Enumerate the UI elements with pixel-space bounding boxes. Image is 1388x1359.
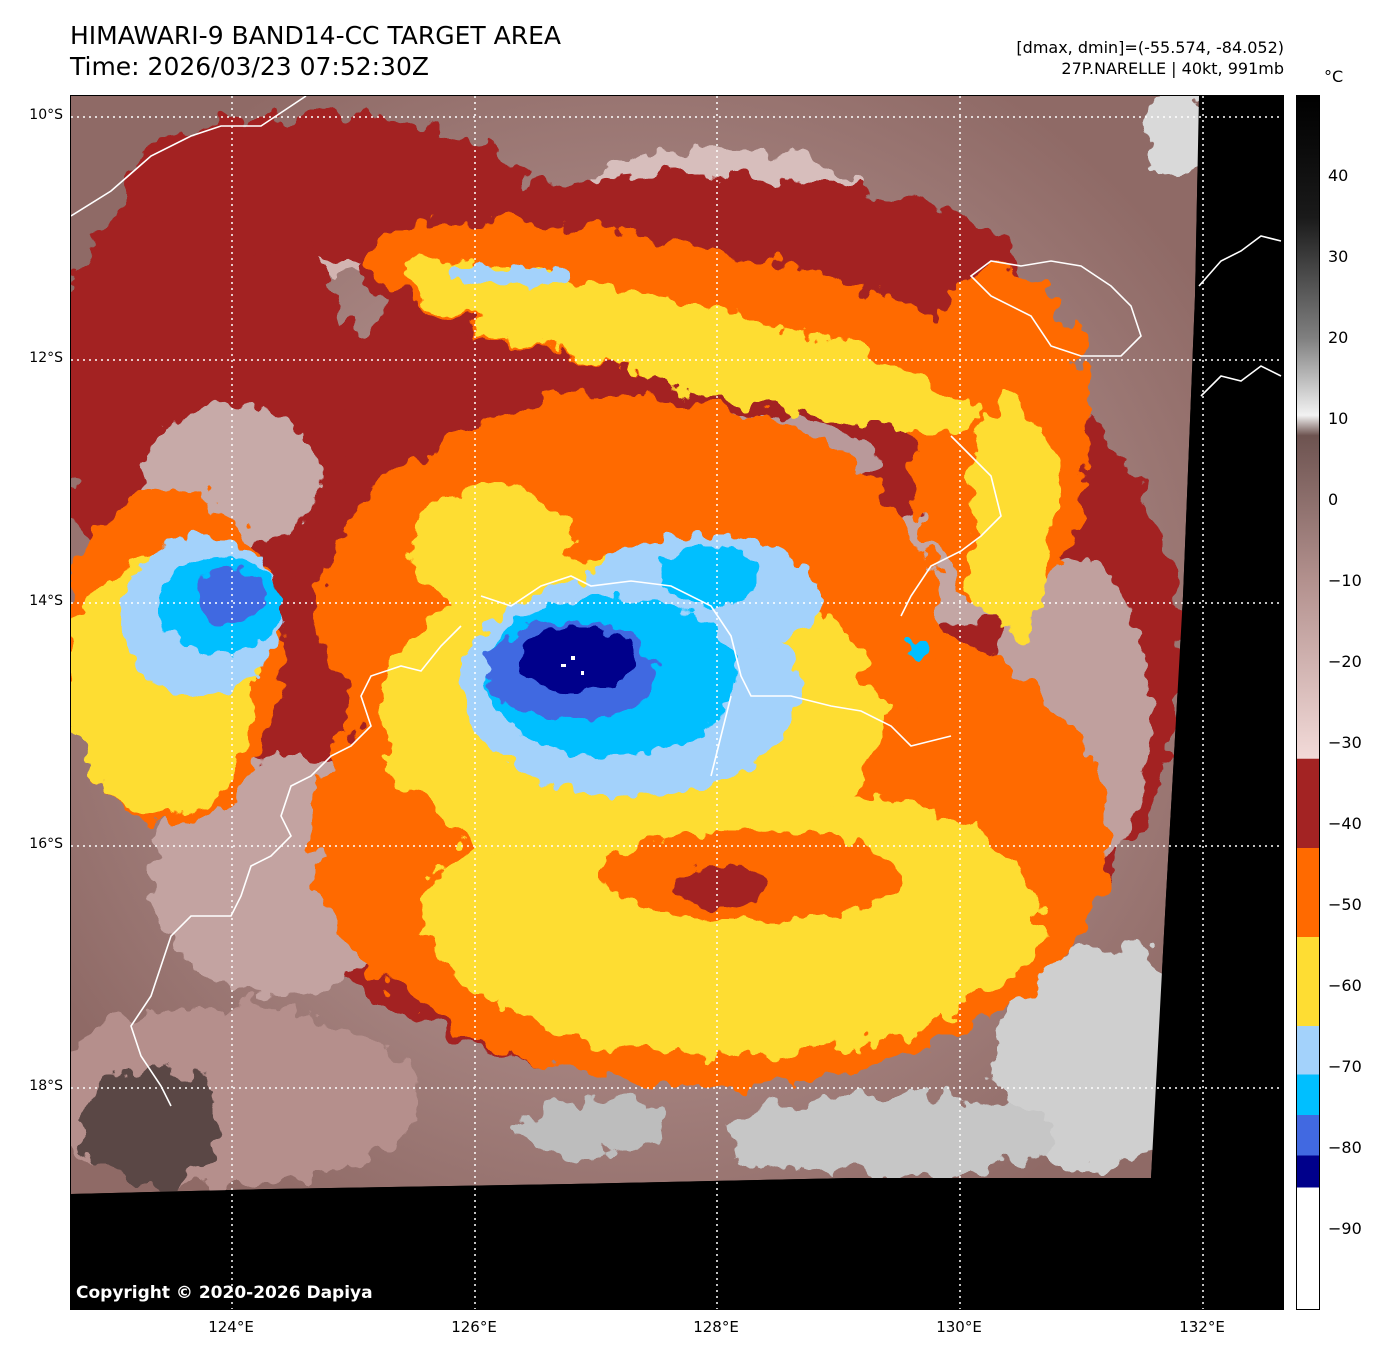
colorbar-tick-label: −30 bbox=[1328, 733, 1362, 752]
value-range: [dmax, dmin]=(-55.574, -84.052) bbox=[1016, 38, 1284, 57]
no-data-region bbox=[71, 96, 1283, 1309]
lon-label-130e: 130°E bbox=[936, 1318, 982, 1336]
cloud-imagery bbox=[71, 96, 1221, 1194]
colorbar bbox=[1296, 95, 1320, 1310]
colorbar-tick-label: −40 bbox=[1328, 814, 1362, 833]
title-block: HIMAWARI-9 BAND14-CC TARGET AREA Time: 2… bbox=[70, 20, 561, 82]
chart-title: HIMAWARI-9 BAND14-CC TARGET AREA bbox=[70, 21, 562, 50]
colorbar-tick-label: −60 bbox=[1328, 976, 1362, 995]
lat-label-14s: 14°S bbox=[29, 593, 63, 609]
lon-label-128e: 128°E bbox=[693, 1318, 739, 1336]
lat-label-18s: 18°S bbox=[29, 1078, 63, 1094]
meta-block: [dmax, dmin]=(-55.574, -84.052) 27P.NARE… bbox=[1016, 37, 1284, 79]
colorbar-tick-label: −50 bbox=[1328, 895, 1362, 914]
satellite-map[interactable]: Copyright © 2020-2026 Dapiya bbox=[70, 95, 1284, 1310]
colorbar-tick-label: 0 bbox=[1328, 490, 1339, 509]
colorbar-tick-label: −70 bbox=[1328, 1057, 1362, 1076]
lon-label-124e: 124°E bbox=[208, 1318, 254, 1336]
copyright-label: Copyright © 2020-2026 Dapiya bbox=[76, 1283, 373, 1303]
storm-info: 27P.NARELLE | 40kt, 991mb bbox=[1061, 59, 1284, 78]
colorbar-tick-label: 10 bbox=[1328, 409, 1349, 428]
coastlines bbox=[71, 96, 1282, 1107]
colorbar-tick-label: 30 bbox=[1328, 247, 1349, 266]
colorbar-tick-label: −90 bbox=[1328, 1219, 1362, 1238]
time-stamp: Time: 2026/03/23 07:52:30Z bbox=[70, 52, 429, 81]
lon-label-126e: 126°E bbox=[451, 1318, 497, 1336]
colorbar-tick-label: 40 bbox=[1328, 166, 1349, 185]
colorbar-tick-label: 20 bbox=[1328, 328, 1349, 347]
lat-label-10s: 10°S bbox=[29, 107, 63, 123]
colorbar-unit: °C bbox=[1324, 67, 1344, 86]
lat-label-12s: 12°S bbox=[29, 350, 63, 366]
colorbar-tick-label: −80 bbox=[1328, 1138, 1362, 1157]
lat-label-16s: 16°S bbox=[29, 836, 63, 852]
lon-label-132e: 132°E bbox=[1179, 1318, 1225, 1336]
map-imagery bbox=[71, 96, 1283, 1309]
gridlines bbox=[71, 96, 1283, 1309]
colorbar-tick-label: −10 bbox=[1328, 571, 1362, 590]
colorbar-tick-label: −20 bbox=[1328, 652, 1362, 671]
